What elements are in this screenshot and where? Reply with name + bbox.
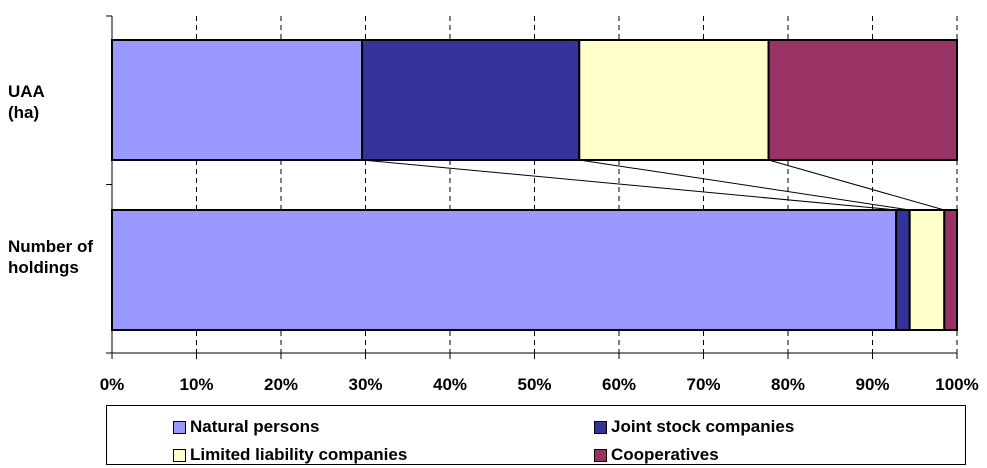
x-tick-label-4: 40% (433, 375, 467, 394)
category-label-holdings: Number of holdings (8, 236, 93, 278)
category-label-line: holdings (8, 258, 79, 277)
bar-uaa-natural-persons (111, 39, 364, 161)
bars (111, 39, 959, 331)
bar-holdings-limited-liability-companies (908, 209, 946, 331)
legend-item-joint-stock: Joint stock companies (594, 417, 794, 437)
x-tick-label-0: 0% (100, 375, 125, 394)
x-tick-label-5: 50% (517, 375, 551, 394)
legend-label-natural-persons: Natural persons (190, 417, 320, 436)
legend-swatch-joint-stock (594, 420, 607, 434)
bar-uaa-limited-liability-companies (578, 39, 770, 161)
x-tick-label-10: 100% (935, 375, 978, 394)
bar-holdings-joint-stock-companies (895, 209, 911, 331)
category-label-line: Number of (8, 237, 93, 256)
category-label-line: (ha) (8, 103, 40, 122)
bar-uaa-joint-stock-companies (361, 39, 581, 161)
legend-item-cooperatives: Cooperatives (594, 445, 719, 465)
legend-item-limited-liability: Limited liability companies (173, 445, 407, 465)
legend-swatch-natural-persons (173, 420, 186, 434)
category-label-uaa: UAA (ha) (8, 81, 45, 123)
legend-swatch-cooperatives (594, 448, 607, 462)
bar-holdings-natural-persons (111, 209, 898, 331)
bar-uaa-cooperatives (767, 39, 958, 161)
x-tick-labels: 0% 10% 20% 30% 40% 50% 60% 70% 80% 90% 100% (100, 375, 979, 394)
x-tick-label-7: 70% (686, 375, 720, 394)
legend-label-joint-stock: Joint stock companies (611, 417, 795, 436)
axes (106, 15, 958, 359)
x-tick-label-3: 30% (348, 375, 382, 394)
x-tick-label-8: 80% (771, 375, 805, 394)
legend-label-limited-liability: Limited liability companies (190, 445, 408, 464)
legend-swatch-limited-liability (173, 448, 186, 462)
series-connector-lines (362, 159, 945, 211)
x-tick-label-9: 90% (855, 375, 889, 394)
series-line-3 (768, 159, 945, 211)
x-tick-label-6: 60% (602, 375, 636, 394)
series-line-2 (579, 159, 910, 211)
legend-item-natural-persons: Natural persons (173, 417, 319, 437)
category-label-line: UAA (8, 82, 45, 101)
series-line-1 (362, 159, 897, 211)
bar-holdings-cooperatives (943, 209, 959, 331)
legend: Natural persons Joint stock companies Li… (106, 405, 966, 465)
x-tick-label-1: 10% (179, 375, 213, 394)
legend-label-cooperatives: Cooperatives (611, 445, 719, 464)
x-tick-label-2: 20% (264, 375, 298, 394)
